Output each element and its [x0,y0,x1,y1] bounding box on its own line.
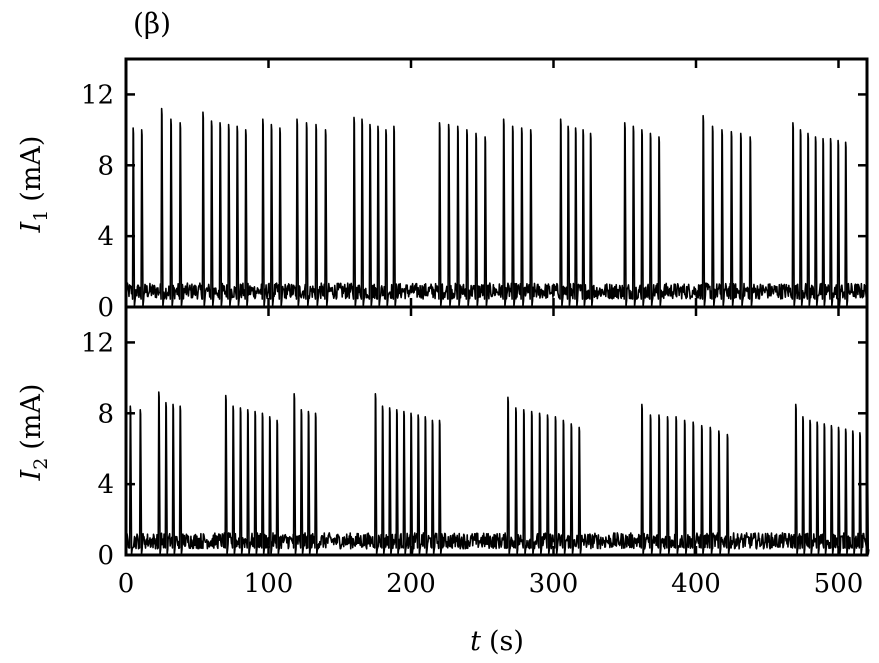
i2-y-tick-label: 4 [97,470,114,500]
i1-trace [125,107,868,307]
panel-label: (β) [133,7,171,40]
i2-current-trace [125,391,870,555]
i1-symbol: I [16,220,47,233]
i1-axis-label: I1 (mA) [16,136,52,234]
x-tick-label: 400 [671,569,721,599]
x-tick-labels: 0 100 200 300 400 500 [118,569,864,599]
x-tick-label: 300 [529,569,579,599]
i2-y-tick-label: 12 [81,328,114,358]
bottom-panel-ticks [124,307,867,557]
i1-y-tick-label: 12 [81,80,114,110]
i2-symbol: I [16,468,47,481]
top-panel-i1: 0 4 8 12 I1 (mA) [16,57,869,323]
i1-subscript: 1 [30,210,52,222]
i1-y-tick-label: 4 [97,222,114,252]
i1-unit: (mA) [16,136,47,202]
i1-y-tick-labels: 0 4 8 12 [81,80,114,323]
bottom-panel-i2: 0 4 8 12 0 100 200 300 400 500 I2 (mA) t (s) [16,305,870,657]
x-axis-label: t (s) [470,626,524,657]
i1-y-tick-label: 0 [97,293,114,323]
x-tick-label: 200 [386,569,436,599]
bottom-panel-frame [124,305,869,557]
i2-axis-label: I2 (mA) [16,384,52,482]
x-symbol: t [470,626,481,657]
i2-unit: (mA) [16,384,47,450]
x-tick-label: 100 [244,569,294,599]
i1-y-tick-label: 8 [97,151,114,181]
i2-subscript: 2 [30,458,52,470]
x-tick-label: 0 [118,569,135,599]
i2-y-tick-label: 8 [97,399,114,429]
i2-trace [125,391,870,555]
x-unit: (s) [489,626,524,657]
i1-current-trace [125,107,868,307]
i2-y-tick-labels: 0 4 8 12 [81,328,114,571]
x-tick-label: 500 [814,569,864,599]
i2-y-tick-label: 0 [97,541,114,571]
